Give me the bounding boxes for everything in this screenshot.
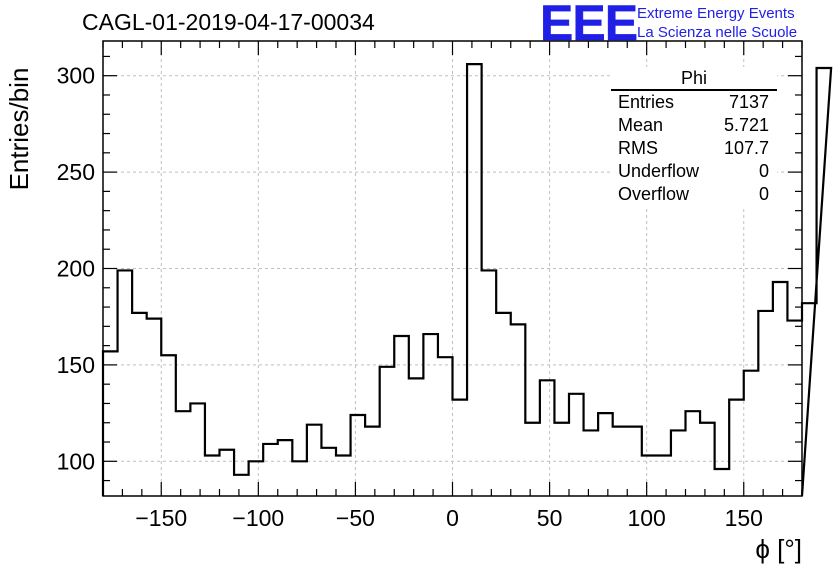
x-tick-label: −50 (336, 505, 375, 531)
stats-key: Overflow (618, 184, 690, 204)
stats-row: Mean 5.721 (611, 114, 777, 137)
x-tick-label: −100 (232, 505, 284, 531)
y-tick-label: 200 (57, 256, 95, 282)
stats-row: Entries 7137 (611, 91, 777, 114)
x-axis-label: ϕ [°] (755, 534, 802, 564)
x-tick-label: 150 (725, 505, 763, 531)
x-tick-label: 100 (627, 505, 665, 531)
stats-box-title: Phi (611, 67, 777, 91)
x-tick-label: 0 (446, 505, 459, 531)
logo-line-2: La Scienza nelle Scuole (637, 24, 798, 41)
stats-key: Underflow (618, 161, 700, 181)
histogram-series (101, 63, 833, 497)
stats-value: 0 (758, 184, 769, 204)
histogram-title: CAGL-01-2019-04-17-00034 (82, 9, 375, 35)
stats-box: Phi Entries 7137 Mean 5.721 RMS 107.7 Under… (611, 67, 777, 206)
stats-key: RMS (618, 138, 658, 158)
stats-key: Entries (618, 92, 675, 112)
y-tick-label: 150 (57, 352, 95, 378)
y-tick-label: 100 (57, 448, 95, 474)
stats-row: Overflow 0 (611, 183, 777, 206)
stats-value: 0 (758, 161, 769, 181)
y-tick-label: 300 (57, 63, 95, 89)
y-tick-label: 250 (57, 159, 95, 185)
stats-value: 107.7 (723, 138, 769, 158)
stats-row: RMS 107.7 (611, 137, 777, 160)
stats-value: 7137 (728, 92, 769, 112)
logo-line-1: Extreme Energy Events (637, 5, 795, 22)
eee-logo: EEE Extreme Energy Events La Scienza nel… (540, 0, 836, 51)
stats-value: 5.721 (723, 115, 769, 135)
stats-row: Underflow 0 (611, 160, 777, 183)
stats-key: Mean (618, 115, 664, 135)
eee-logo-mark: EEE (540, 0, 639, 51)
x-tick-label: −150 (135, 505, 187, 531)
x-tick-label: 50 (537, 505, 563, 531)
